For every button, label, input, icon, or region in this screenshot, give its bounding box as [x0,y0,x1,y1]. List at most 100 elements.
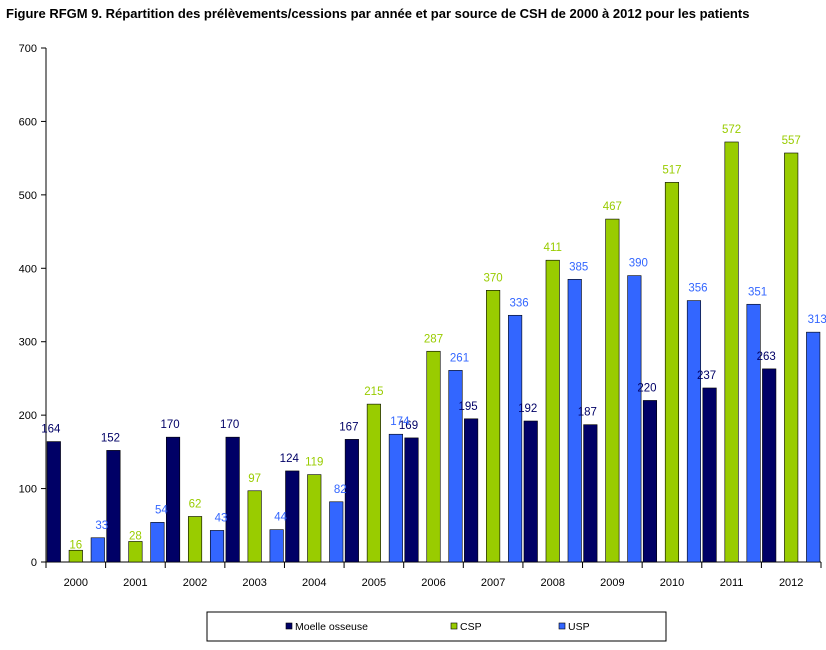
data-label: 517 [662,164,681,176]
data-label: 572 [722,124,741,136]
data-label: 54 [155,504,168,516]
bar [388,433,403,563]
x-tick-label: 2002 [183,577,207,589]
data-label: 195 [459,401,478,413]
data-label: 467 [603,201,622,213]
y-tick-label: 700 [19,43,37,55]
legend: Moelle osseuse CSP USP [206,611,667,642]
bar [344,439,359,563]
y-tick-label: 500 [19,190,37,202]
x-tick-label: 2009 [600,577,624,589]
legend-swatch [285,622,293,630]
bar [627,275,642,563]
bar [90,537,105,563]
bar [664,182,680,563]
bar [806,331,821,563]
x-tick-label: 2005 [362,577,386,589]
data-label: 16 [69,539,82,551]
data-label: 62 [189,498,202,510]
legend-label: CSP [460,621,482,633]
bar [762,368,777,563]
y-tick-label: 600 [19,116,37,128]
legend-label: Moelle osseuse [295,621,368,633]
data-label: 287 [424,333,443,345]
y-tick-label: 0 [31,557,37,569]
bar [426,350,441,563]
x-tick-label: 2012 [779,577,803,589]
data-label: 167 [339,421,358,433]
data-labels: 164 152 170 170 124 167 169 195 192 187 220 237 263 1… [41,124,826,551]
x-tick-label: 2000 [64,577,88,589]
bar [307,474,322,563]
x-tick-label: 2001 [123,577,147,589]
bar [404,437,419,563]
bar [46,441,61,563]
bar [150,522,165,563]
x-tick-label: 2006 [421,577,445,589]
bar [545,259,560,563]
bar [165,436,181,563]
bar [746,303,761,563]
data-label: 33 [95,520,108,532]
data-label: 169 [399,420,418,432]
bar [464,418,479,563]
bar [209,530,225,563]
data-label: 43 [215,512,228,524]
data-label: 351 [748,286,767,298]
bar [642,400,658,563]
x-tick-label: 2011 [720,577,744,589]
x-tick-label: 2010 [660,577,684,589]
data-label: 263 [757,351,776,363]
data-label: 97 [248,473,261,485]
data-label: 313 [808,314,826,326]
data-label: 557 [782,135,801,147]
data-label: 170 [220,419,239,431]
x-tick-label: 2007 [481,577,505,589]
legend-swatch [558,622,566,630]
bar [583,424,598,563]
bar [329,501,344,563]
data-label: 356 [688,283,707,295]
data-label: 28 [129,530,142,542]
bar [784,152,799,563]
y-tick-label: 300 [19,337,37,349]
data-label: 261 [450,352,469,364]
bar [508,314,523,563]
data-label: 336 [510,297,529,309]
bar [366,403,381,563]
y-tick-label: 400 [19,263,37,275]
x-tick-label: 2004 [302,577,326,589]
bar [225,436,240,563]
y-tick-label: 200 [19,410,37,422]
data-label: 174 [390,416,410,428]
bar [187,516,203,563]
data-label: 152 [101,432,120,444]
data-label: 370 [484,272,503,284]
x-tick-label: 2008 [540,577,564,589]
data-label: 411 [544,242,562,254]
data-label: 192 [518,403,537,415]
bar [448,370,463,563]
chart-title: Figure RFGM 9. Répartition des prélèveme… [6,6,750,21]
legend-swatch [450,622,458,630]
data-label: 44 [274,512,287,524]
bar [285,470,300,563]
bar [724,141,739,563]
bar [128,541,143,563]
x-tick-label: 2003 [242,577,266,589]
bar [269,529,284,563]
data-label: 385 [569,261,588,273]
bar [605,218,620,563]
bars [46,141,821,563]
data-label: 215 [364,386,383,398]
data-label: 237 [697,370,716,382]
data-label: 119 [305,457,323,469]
bar [702,387,717,563]
bar [106,450,121,563]
data-label: 220 [637,382,656,394]
data-label: 170 [160,419,179,431]
bar [247,490,262,563]
bar [68,549,83,563]
bar [567,278,582,563]
